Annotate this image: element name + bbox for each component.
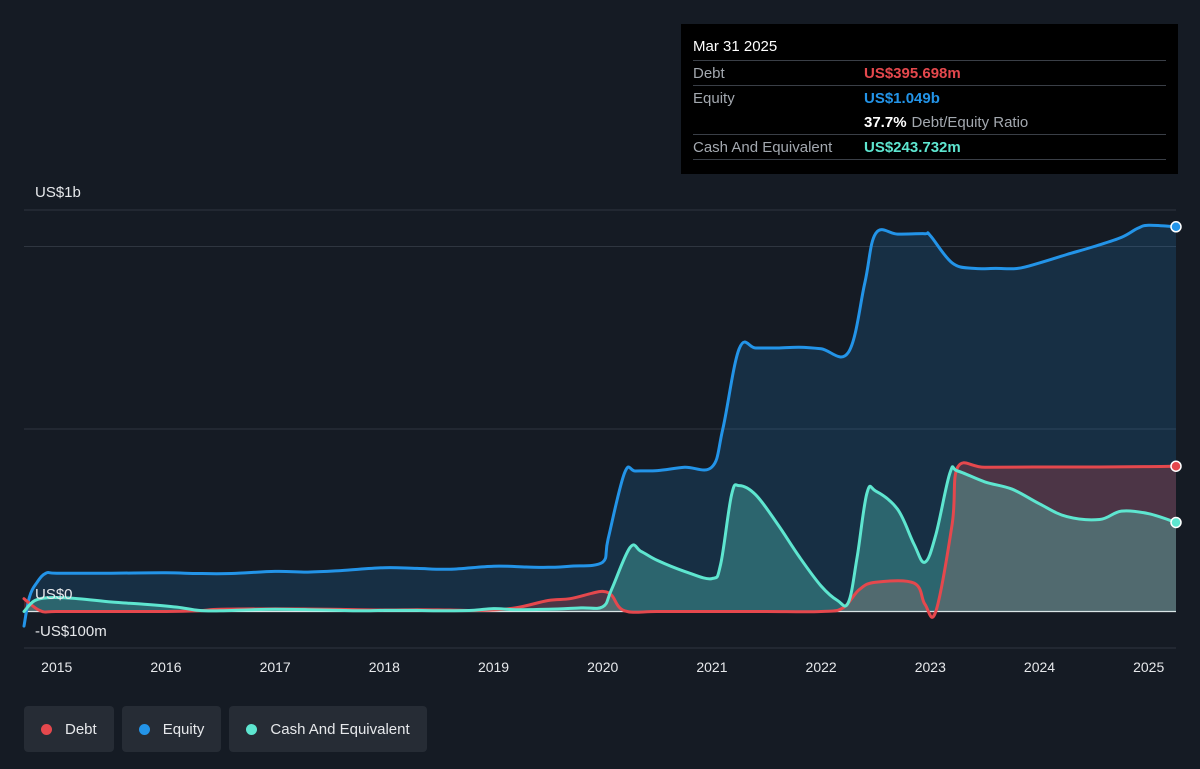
equity-line — [22, 223, 1178, 628]
series-endpoints — [1170, 221, 1182, 529]
cash-dot-icon — [246, 723, 258, 735]
tooltip-date: Mar 31 2025 — [693, 38, 778, 55]
y-tick-label: US$0 — [35, 586, 73, 603]
debt-endpoint — [1170, 460, 1182, 472]
tooltip-cash-row: Cash And Equivalent US$243.732m — [693, 134, 1166, 160]
y-tick-label: -US$100m — [35, 623, 107, 640]
tooltip-ratio-label: Debt/Equity Ratio — [911, 113, 1029, 131]
equity-area — [24, 225, 1176, 627]
x-tick-label: 2024 — [1024, 659, 1055, 675]
equity-endpoint — [1170, 221, 1182, 233]
legend-item-cash[interactable]: Cash And Equivalent — [229, 706, 427, 752]
chart-legend: Debt Equity Cash And Equivalent — [24, 706, 427, 752]
tooltip-debt-label: Debt — [693, 64, 725, 82]
tooltip-debt-row: Debt US$395.698m — [693, 60, 1166, 85]
tooltip-cash-value: US$243.732m — [864, 138, 961, 156]
legend-item-debt[interactable]: Debt — [24, 706, 114, 752]
tooltip-equity-label: Equity — [693, 89, 735, 107]
tooltip-ratio-row: 37.7% Debt/Equity Ratio — [693, 110, 1166, 134]
debt-dot-icon — [41, 723, 52, 735]
equity-dot-icon — [138, 723, 150, 735]
cash-endpoint — [1170, 516, 1182, 529]
legend-label-equity: Equity — [162, 720, 205, 738]
x-tick-label: 2016 — [150, 659, 181, 675]
series-areas — [24, 225, 1176, 627]
legend-item-equity[interactable]: Equity — [121, 706, 222, 752]
x-tick-label: 2021 — [696, 659, 727, 675]
legend-label-cash: Cash And Equivalent — [270, 720, 410, 738]
x-tick-label: 2017 — [260, 659, 291, 675]
x-tick-label: 2019 — [478, 659, 509, 675]
tooltip-debt-value: US$395.698m — [864, 64, 961, 82]
cash-line — [22, 465, 1178, 613]
x-tick-label: 2023 — [915, 659, 946, 675]
y-tick-label: US$1b — [35, 184, 81, 201]
x-axis-ticks: 2015 2016 2017 2018 2019 2020 2021 2022 2023 2024… — [41, 659, 1164, 675]
tooltip-panel: Mar 31 2025 Debt US$395.698m Equity US$1… — [681, 24, 1178, 174]
cash-area — [24, 466, 1176, 612]
debt-area — [24, 462, 1176, 618]
x-tick-label: 2018 — [369, 659, 400, 675]
tooltip-cash-label: Cash And Equivalent — [693, 138, 833, 156]
x-tick-label: 2022 — [806, 659, 837, 675]
legend-label-debt: Debt — [65, 720, 97, 738]
x-tick-label: 2020 — [587, 659, 618, 675]
tooltip-equity-row: Equity US$1.049b — [693, 85, 1166, 110]
tooltip-equity-value: US$1.049b — [864, 89, 940, 107]
series-lines — [22, 223, 1178, 628]
y-axis-ticks: US$1b US$0 -US$100m — [35, 184, 107, 640]
tooltip-ratio-value: 37.7% — [864, 113, 907, 131]
x-tick-label: 2025 — [1133, 659, 1164, 675]
x-tick-label: 2015 — [41, 659, 72, 675]
